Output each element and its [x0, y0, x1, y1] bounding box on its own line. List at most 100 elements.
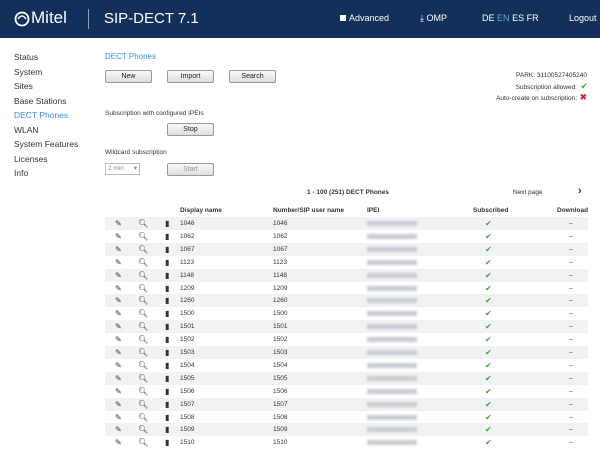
table-row: ✎ 🔍︎ ▮ 1504 1504 ✔ – — [105, 358, 588, 372]
delete-icon[interactable]: ▮ — [165, 322, 170, 332]
button[interactable]: Import — [167, 70, 214, 83]
nav-item[interactable]: Info — [14, 168, 29, 178]
display-name: 1506 — [180, 387, 195, 395]
search-icon[interactable]: 🔍︎ — [138, 373, 149, 383]
edit-icon[interactable]: ✎ — [115, 219, 122, 228]
delete-icon[interactable]: ▮ — [165, 219, 170, 228]
search-icon[interactable]: 🔍︎ — [138, 322, 149, 332]
edit-icon[interactable]: ✎ — [115, 322, 122, 332]
search-icon[interactable]: 🔍︎ — [138, 244, 149, 254]
delete-icon[interactable]: ▮ — [165, 438, 170, 448]
number: 1503 — [273, 349, 288, 356]
lang[interactable]: DE — [482, 13, 495, 23]
search-icon[interactable]: 🔍︎ — [138, 412, 149, 422]
subscribed-icon: ✔ — [485, 386, 492, 396]
search-icon[interactable]: 🔍︎ — [138, 270, 149, 280]
stop-button[interactable]: Stop — [167, 123, 214, 136]
delete-icon[interactable]: ▮ — [165, 399, 170, 409]
table-row: ✎ 🔍︎ ▮ 1500 1500 ✔ – — [105, 307, 588, 321]
delete-icon[interactable]: ▮ — [165, 373, 170, 383]
delete-icon[interactable]: ▮ — [165, 335, 170, 345]
edit-icon[interactable]: ✎ — [115, 283, 122, 293]
number: 1504 — [273, 361, 288, 369]
search-icon[interactable]: 🔍︎ — [138, 257, 149, 267]
search-icon[interactable]: 🔍︎ — [138, 309, 149, 319]
lang[interactable]: FR — [526, 13, 539, 23]
logo-icon — [14, 11, 30, 27]
ipei-blurred — [367, 285, 417, 291]
search-icon[interactable]: 🔍︎ — [138, 399, 149, 409]
nav-item[interactable]: System — [14, 66, 43, 77]
edit-icon[interactable]: ✎ — [115, 335, 122, 345]
edit-icon[interactable]: ✎ — [115, 425, 122, 435]
nav-item[interactable]: System Features — [14, 139, 79, 149]
table-row: ✎ 🔍︎ ▮ 1501 1501 ✔ – — [105, 320, 588, 334]
edit-icon[interactable]: ✎ — [115, 309, 122, 319]
delete-icon[interactable]: ▮ — [165, 425, 170, 435]
delete-icon[interactable]: ▮ — [165, 257, 170, 267]
delete-icon[interactable]: ▮ — [165, 244, 170, 254]
subscribed-icon: ✔ — [485, 270, 492, 280]
nav-item[interactable]: Licenses — [14, 153, 48, 164]
nav-item[interactable]: Status — [14, 52, 39, 62]
nav-item[interactable]: Sites — [14, 81, 33, 91]
edit-icon[interactable]: ✎ — [115, 438, 122, 448]
search-icon[interactable]: 🔍︎ — [138, 335, 149, 345]
delete-icon[interactable]: ▮ — [165, 231, 170, 241]
display-name: 1260 — [180, 297, 195, 305]
download: – — [569, 349, 573, 356]
delete-icon[interactable]: ▮ — [165, 296, 170, 306]
search-icon[interactable]: 🔍︎ — [138, 360, 149, 370]
search-icon[interactable]: 🔍︎ — [138, 296, 149, 306]
delete-icon[interactable]: ▮ — [165, 270, 170, 280]
search-icon[interactable]: 🔍︎ — [138, 386, 149, 396]
display-name: 1123 — [180, 258, 194, 266]
logout[interactable]: Logout — [569, 13, 597, 23]
display-name: 1507 — [180, 400, 195, 408]
time-select[interactable]: 2 min ▾ — [105, 163, 140, 175]
button[interactable]: New — [105, 70, 152, 83]
ipei-blurred — [367, 221, 417, 226]
delete-icon[interactable]: ▮ — [165, 348, 170, 357]
next-page[interactable]: Next page — [513, 189, 543, 196]
edit-icon[interactable]: ✎ — [115, 231, 122, 241]
search-icon[interactable]: 🔍︎ — [138, 219, 149, 228]
display-name: 1503 — [180, 349, 195, 356]
edit-icon[interactable]: ✎ — [115, 373, 122, 383]
edit-icon[interactable]: ✎ — [115, 360, 122, 370]
delete-icon[interactable]: ▮ — [165, 360, 170, 370]
button[interactable]: Search — [229, 70, 276, 83]
ipei-blurred — [367, 324, 417, 330]
next-arrow[interactable]: › — [578, 185, 582, 197]
edit-icon[interactable]: ✎ — [115, 270, 122, 280]
search-icon[interactable]: 🔍︎ — [138, 348, 149, 357]
display-name: 1505 — [180, 374, 195, 382]
ipei-blurred — [367, 311, 417, 317]
start-button[interactable]: Start — [167, 163, 214, 176]
search-icon[interactable]: 🔍︎ — [138, 231, 149, 241]
edit-icon[interactable]: ✎ — [115, 257, 122, 267]
edit-icon[interactable]: ✎ — [115, 244, 122, 254]
edit-icon[interactable]: ✎ — [115, 412, 122, 422]
search-icon[interactable]: 🔍︎ — [138, 425, 149, 435]
edit-icon[interactable]: ✎ — [115, 296, 122, 306]
nav-item[interactable]: DECT Phones — [14, 110, 69, 120]
nav-item[interactable]: WLAN — [14, 124, 39, 135]
search-icon[interactable]: 🔍︎ — [138, 283, 149, 293]
delete-icon[interactable]: ▮ — [165, 386, 170, 396]
edit-icon[interactable]: ✎ — [115, 399, 122, 409]
lang[interactable]: EN — [497, 13, 510, 23]
lang[interactable]: ES — [512, 13, 525, 23]
nav-item[interactable]: Base Stations — [14, 95, 67, 106]
search-icon[interactable]: 🔍︎ — [138, 438, 149, 448]
subscribed-icon: ✔ — [485, 360, 492, 370]
omp-link[interactable]: ⤓ OMP — [420, 13, 447, 23]
column-header: Number/SIP user name — [273, 207, 345, 214]
download: – — [569, 336, 573, 344]
delete-icon[interactable]: ▮ — [165, 412, 170, 422]
edit-icon[interactable]: ✎ — [115, 386, 122, 396]
edit-icon[interactable]: ✎ — [115, 348, 122, 357]
advanced-toggle[interactable]: Advanced — [340, 13, 389, 23]
delete-icon[interactable]: ▮ — [165, 283, 170, 293]
delete-icon[interactable]: ▮ — [165, 309, 170, 319]
